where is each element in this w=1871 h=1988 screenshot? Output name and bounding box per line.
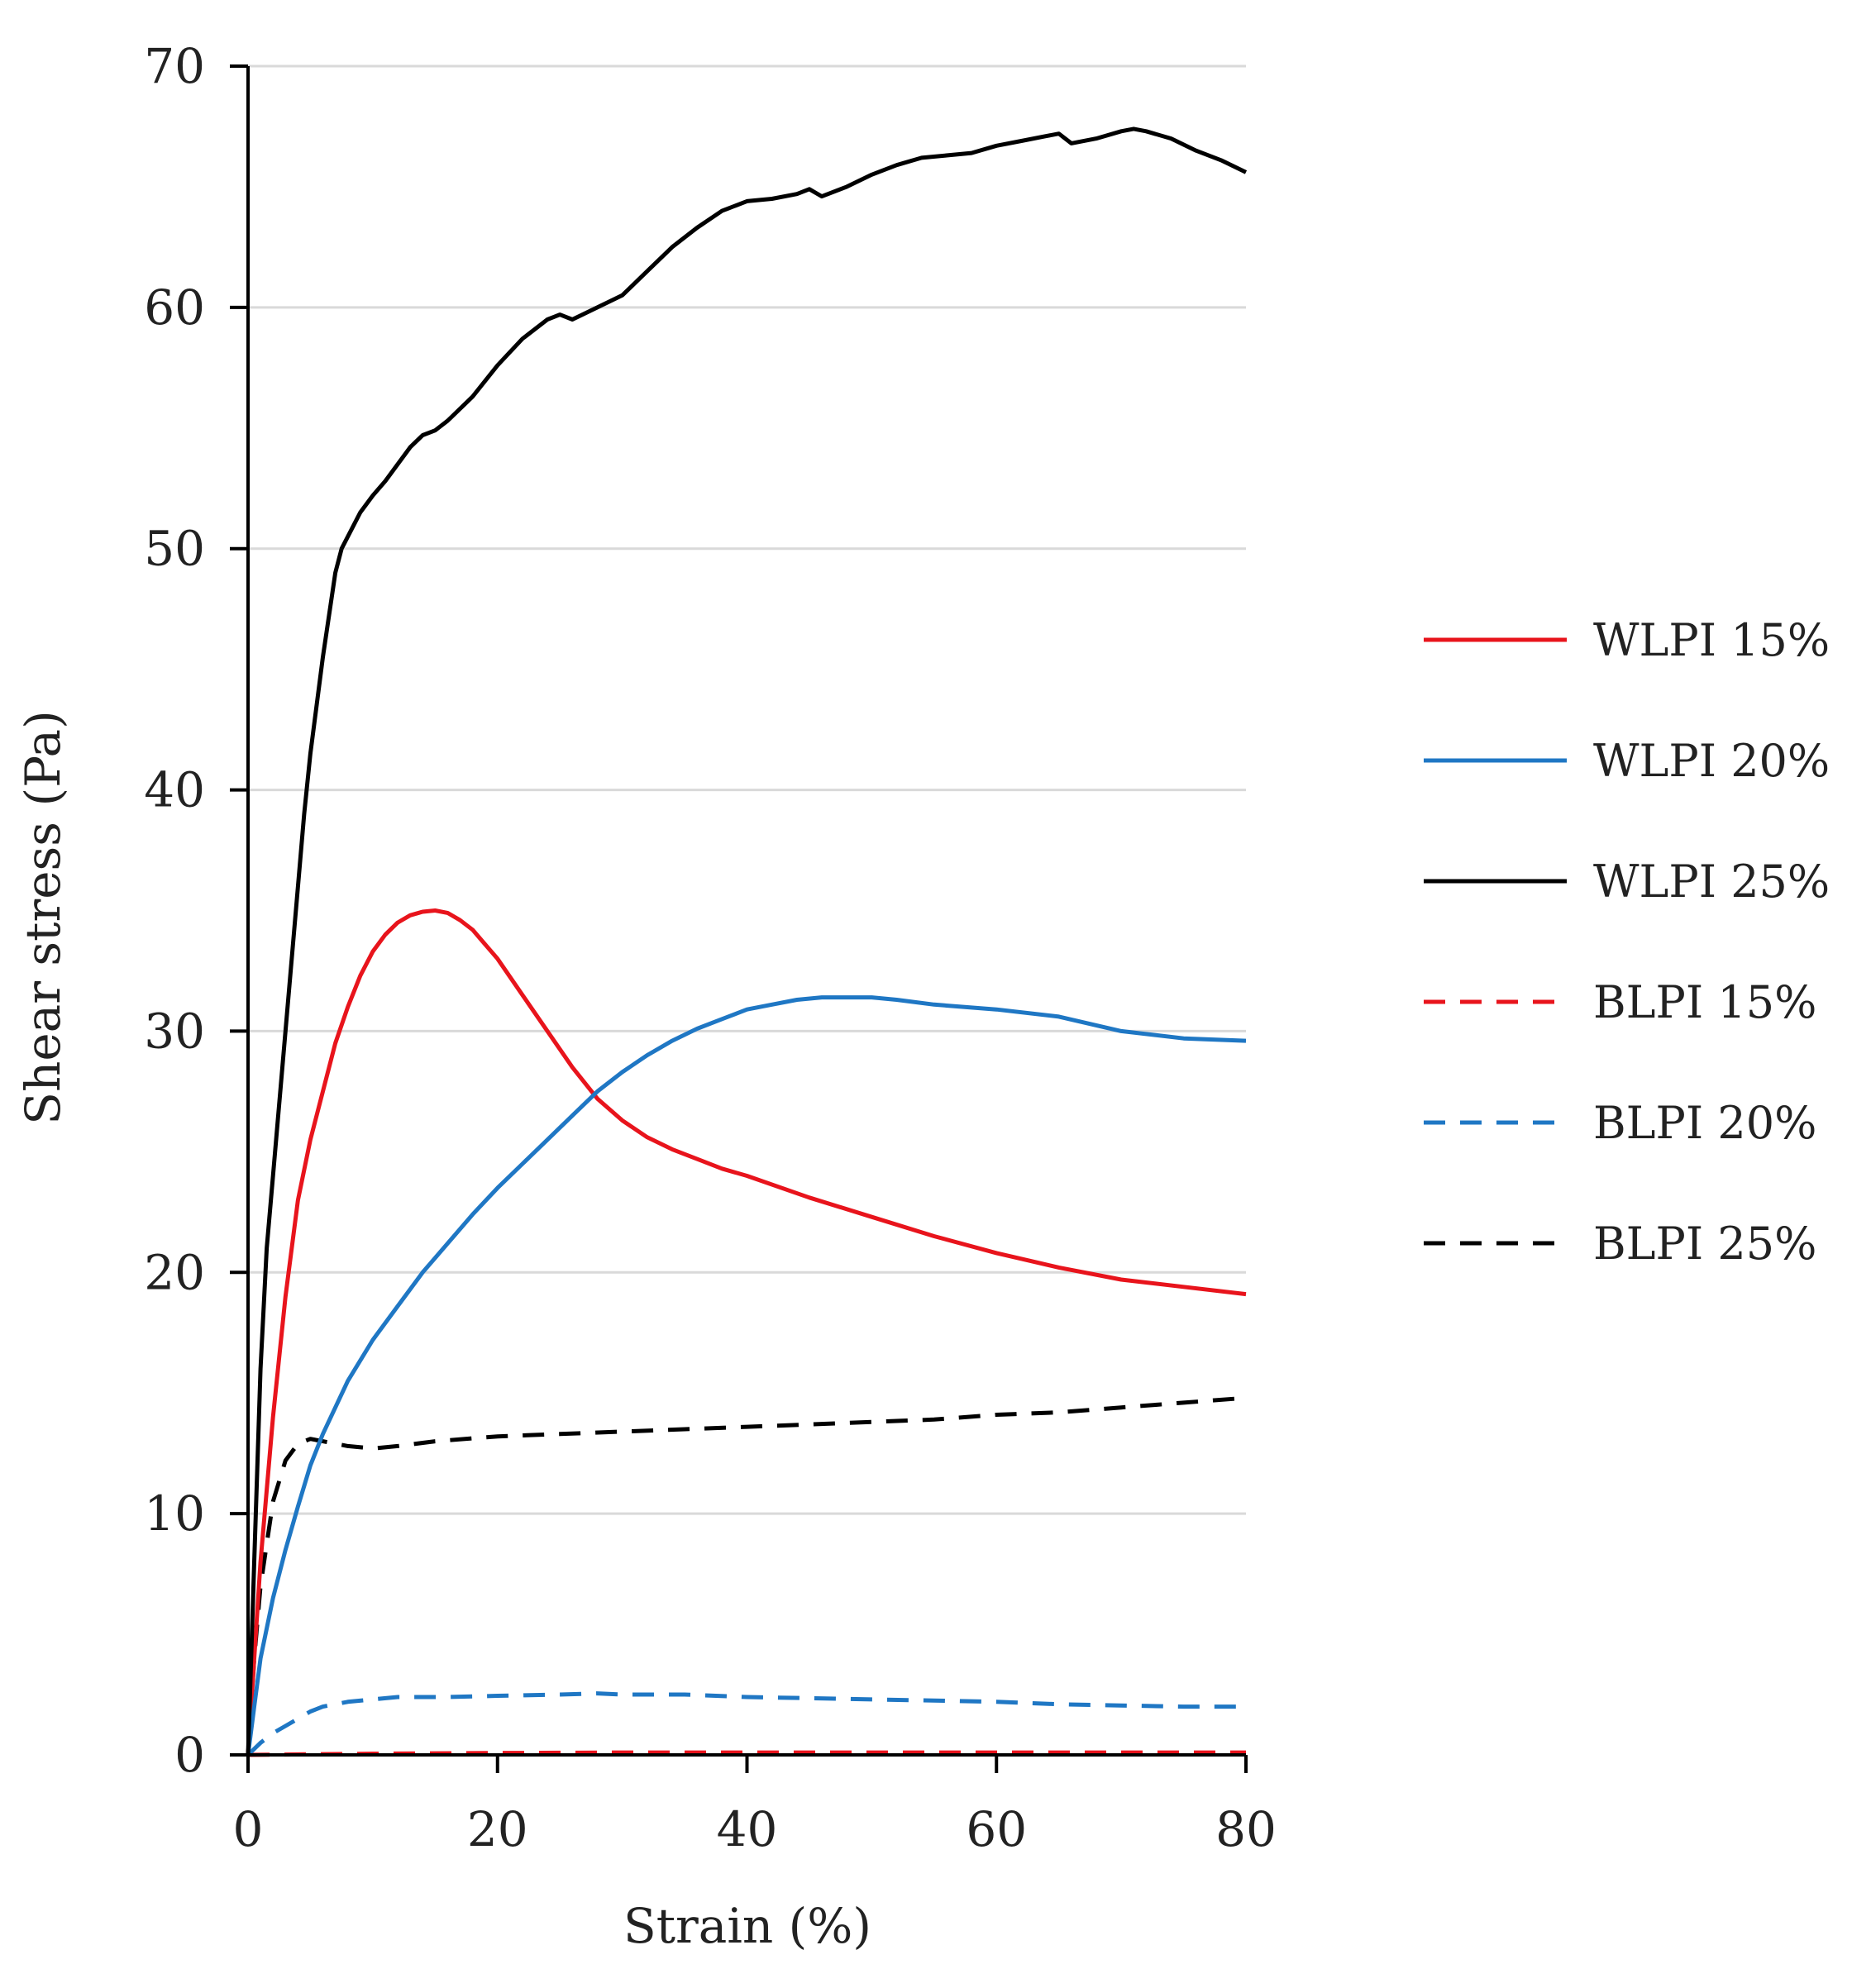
- x-tick-label: 60: [966, 1801, 1027, 1857]
- y-tick-label: 0: [174, 1727, 205, 1783]
- series-line-wlpi-20: [246, 995, 1247, 1756]
- legend-item: BLPI 15%: [1424, 976, 1816, 1028]
- legend-item: WLPI 20%: [1424, 735, 1830, 787]
- legend-label: BLPI 20%: [1593, 1097, 1816, 1149]
- y-tick-label: 60: [144, 279, 205, 336]
- y-tick-label: 40: [144, 762, 205, 818]
- legend-label: BLPI 25%: [1593, 1218, 1816, 1270]
- y-tick-label: 70: [144, 38, 205, 94]
- x-axis-title: Strain (%): [623, 1898, 871, 1954]
- x-tick-label: 20: [467, 1801, 528, 1857]
- axes: [230, 64, 1248, 1773]
- legend-label: BLPI 15%: [1593, 976, 1816, 1028]
- y-tick-label: 10: [144, 1485, 205, 1542]
- y-axis-title: Shear stress (Pa): [15, 710, 71, 1125]
- series-line-wlpi-25: [246, 126, 1248, 1756]
- series-lines: [246, 126, 1248, 1757]
- y-tick-label: 50: [144, 521, 205, 577]
- legend-label: WLPI 25%: [1593, 856, 1830, 908]
- series-line-blpi-20: [246, 1691, 1246, 1757]
- legend: WLPI 15% WLPI 20% WLPI 25% BLPI 15% BLPI 20%…: [1424, 614, 1830, 1270]
- tick-labels: 0 10 20 30 40 50 60 70 0 20 40 60 80: [144, 38, 1277, 1857]
- legend-item: WLPI 25%: [1424, 856, 1830, 908]
- legend-item: BLPI 25%: [1424, 1218, 1816, 1270]
- series-line-wlpi-15: [246, 908, 1247, 1756]
- series-line-blpi-25: [246, 1395, 1247, 1756]
- gridlines: [248, 64, 1246, 1515]
- y-tick-label: 20: [144, 1244, 205, 1300]
- legend-item: BLPI 20%: [1424, 1097, 1816, 1149]
- y-tick-label: 30: [144, 1003, 205, 1059]
- x-tick-label: 80: [1215, 1801, 1277, 1857]
- x-tick-label: 0: [233, 1801, 264, 1857]
- x-tick-label: 40: [717, 1801, 778, 1857]
- legend-label: WLPI 15%: [1593, 614, 1830, 666]
- legend-label: WLPI 20%: [1593, 735, 1830, 787]
- legend-item: WLPI 15%: [1424, 614, 1830, 666]
